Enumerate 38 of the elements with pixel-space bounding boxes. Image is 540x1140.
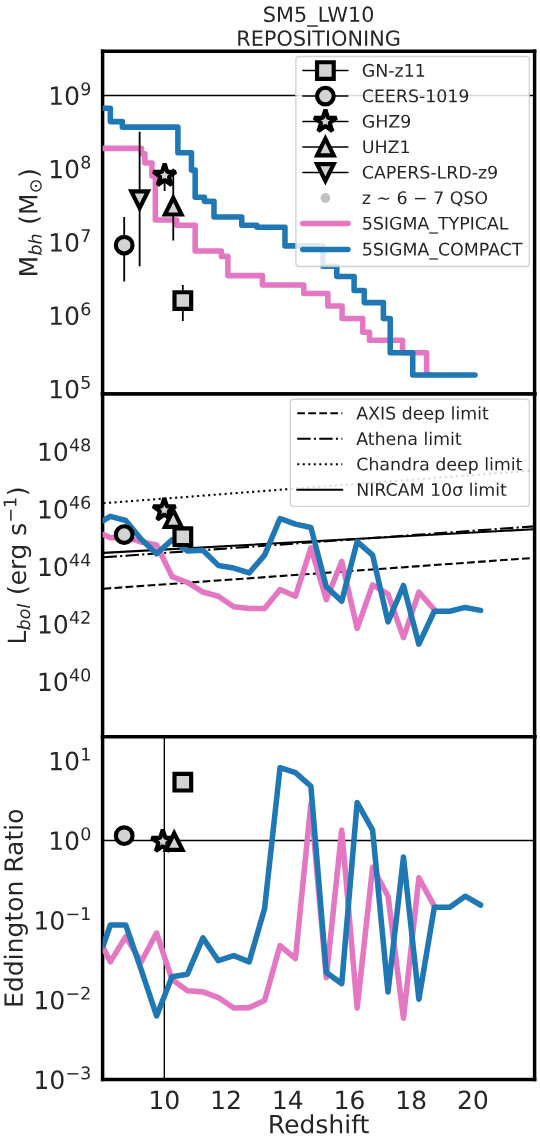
y-tick-label: 10$^{44}$ xyxy=(39,553,91,577)
legend-label: GN-z11 xyxy=(362,63,425,77)
y-axis-title: Eddington Ratio xyxy=(3,809,28,1006)
y-axis-title: M$_{bh}$ (M$_{⊙}$) xyxy=(18,170,42,275)
x-tick-label: 20 xyxy=(458,1090,488,1110)
legend-label: Chandra deep limit xyxy=(357,457,523,474)
x-axis-title: Redshift xyxy=(270,1114,369,1134)
legend-label: NIRCAM 10σ limit xyxy=(357,482,507,497)
x-tick-label: 18 xyxy=(398,1090,426,1110)
legend-label: UHZ1 xyxy=(363,140,409,154)
y-tick-label: 10$^{40}$ xyxy=(39,668,91,692)
y-tick-label: 10$^{8}$ xyxy=(50,155,91,179)
x-tick-label: 14 xyxy=(274,1090,303,1109)
y-tick-label: 10$^{−1}$ xyxy=(36,907,90,930)
y-axis-title: L$_{bol}$ (erg s$^{−1}$) xyxy=(3,488,32,643)
legend-label: 5SIGMA_COMPACT xyxy=(363,242,523,260)
y-tick-label: 10$^{1}$ xyxy=(50,747,90,771)
y-tick-label: 10$^{42}$ xyxy=(39,610,90,634)
legend-label: 5SIGMA_TYPICAL xyxy=(363,216,509,234)
legend-label: Athena limit xyxy=(356,431,462,446)
chart-title: SM5_LW10 REPOSITIONING xyxy=(238,6,400,47)
y-tick-label: 10$^{7}$ xyxy=(50,229,90,252)
legend-label: CEERS-1019 xyxy=(362,89,469,103)
x-tick-label: 12 xyxy=(212,1090,240,1109)
legend-label: GHZ9 xyxy=(362,114,411,128)
x-tick-label: 10 xyxy=(151,1090,179,1110)
y-tick-label: 10$^{−2}$ xyxy=(36,986,90,1010)
y-tick-label: 10$^{0}$ xyxy=(50,827,91,851)
legend-label: z ~ 6 − 7 QSO xyxy=(362,191,488,207)
y-tick-label: 10$^{5}$ xyxy=(50,375,90,399)
y-tick-label: 10$^{48}$ xyxy=(39,438,91,462)
y-tick-label: 10$^{46}$ xyxy=(39,495,91,519)
y-tick-label: 10$^{9}$ xyxy=(50,82,91,106)
x-tick-label: 16 xyxy=(336,1090,364,1110)
legend-label: AXIS deep limit xyxy=(356,406,489,424)
y-tick-label: 10$^{−3}$ xyxy=(36,1066,90,1090)
legend-label: CAPERS-LRD-z9 xyxy=(362,165,497,179)
y-tick-label: 10$^{6}$ xyxy=(50,302,91,326)
